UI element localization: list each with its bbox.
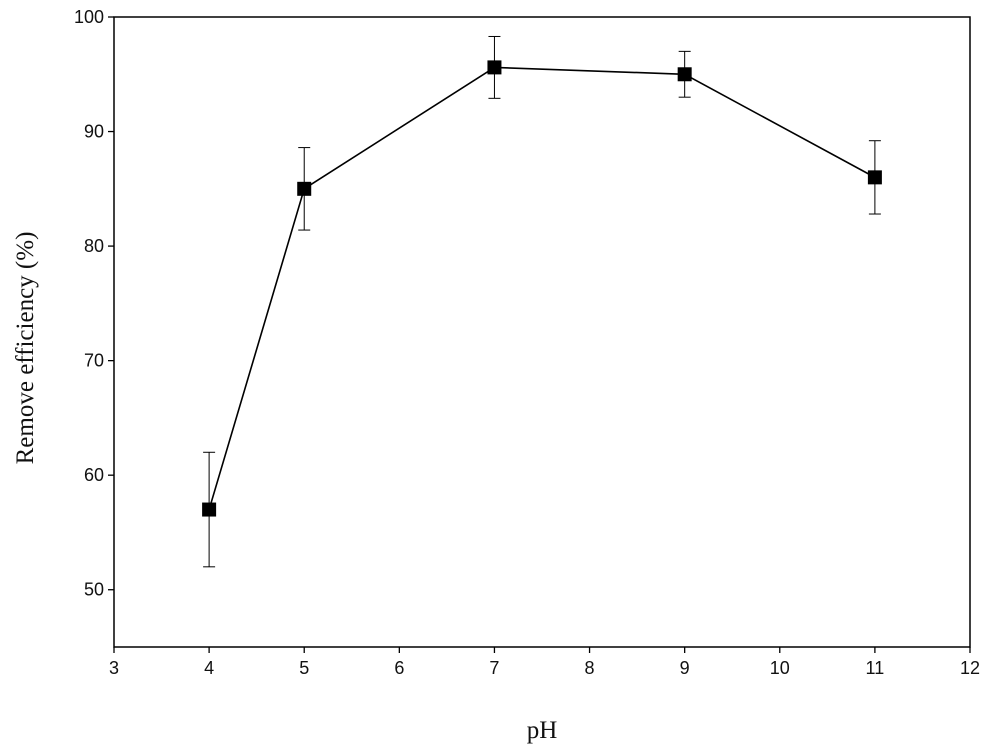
axis-ticks: 3 4 5 6 7 8 9 10 11 12 50 60 70 80 90 100 [74, 7, 980, 678]
y-tick-label: 70 [84, 351, 104, 371]
y-tick-label: 60 [84, 465, 104, 485]
y-tick-label: 80 [84, 236, 104, 256]
x-tick-label: 10 [770, 658, 790, 678]
x-tick-label: 6 [394, 658, 404, 678]
data-point [677, 67, 692, 82]
data-point [867, 170, 882, 185]
x-tick-label: 11 [866, 658, 885, 678]
y-axis-title: Remove efficiency (%) [12, 232, 39, 465]
x-tick-label: 5 [299, 658, 309, 678]
x-tick-label: 9 [680, 658, 690, 678]
y-tick-label: 50 [84, 580, 104, 600]
data-point [202, 502, 217, 517]
y-tick-label: 90 [84, 122, 104, 142]
x-tick-label: 7 [489, 658, 499, 678]
x-tick-label: 3 [109, 658, 119, 678]
x-axis-title: pH [527, 717, 558, 744]
plot-area [113, 16, 971, 648]
data-point [487, 60, 502, 75]
x-tick-label: 8 [585, 658, 595, 678]
x-tick-label: 12 [960, 658, 980, 678]
series-line [208, 66, 876, 510]
data-point [297, 181, 312, 196]
axis-frame [113, 16, 971, 648]
y-tick-label: 100 [74, 7, 104, 27]
x-tick-label: 4 [204, 658, 214, 678]
